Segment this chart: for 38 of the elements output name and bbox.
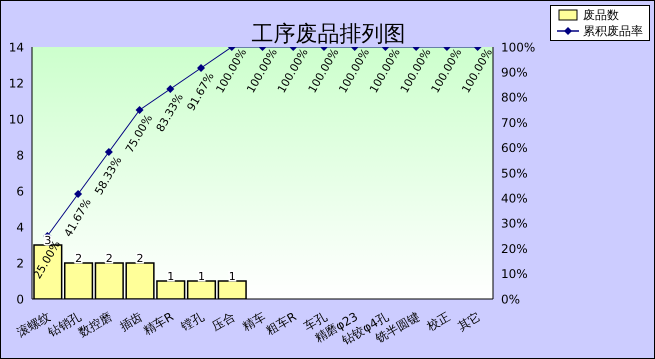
y-tick-label: 6 [16,184,24,198]
legend-label: 累积废品率 [583,23,643,39]
data-label: 1 [167,270,174,283]
y2-tick-label: 40% [501,191,528,206]
x-tick-label: 镗孔 [178,309,207,334]
y2-tick-label: 100% [501,40,536,54]
y2-tick-label: 90% [501,65,528,80]
chart-title: 工序废品排列图 [252,21,406,46]
data-label: 2 [75,252,82,265]
x-tick-label: 粗车R [264,309,299,338]
y2-tick-label: 60% [501,141,528,156]
y-tick-label: 4 [16,220,24,234]
point [166,85,174,94]
x-tick-label: 压合 [209,309,238,334]
y-tick-label: 8 [16,148,24,162]
data-label: 2 [136,252,144,265]
x-tick-label: 精车R [140,309,176,338]
y2-tick-label: 80% [501,90,528,105]
legend-label: 废品数 [583,7,619,23]
y2-tick-label: 50% [501,166,528,180]
y-tick-label: 14 [8,40,24,54]
y-tick-label: 2 [16,256,24,270]
y2-tick-label: 10% [501,267,528,282]
point [136,106,144,114]
x-tick-label: 其它 [455,309,484,334]
data-label: 2 [106,252,113,265]
y-tick-label: 12 [8,76,24,90]
y-tick-label: 0 [16,292,24,306]
data-label: 1 [228,270,236,283]
point [74,190,82,198]
y-tick-label: 10 [8,112,24,126]
point [104,148,113,156]
y2-tick-label: 0% [501,292,520,306]
y2-tick-label: 20% [501,242,528,256]
data-label: 1 [198,270,205,283]
x-tick-label: 校正 [424,309,452,334]
y2-tick-label: 30% [501,216,528,231]
y2-tick-label: 70% [501,116,528,130]
